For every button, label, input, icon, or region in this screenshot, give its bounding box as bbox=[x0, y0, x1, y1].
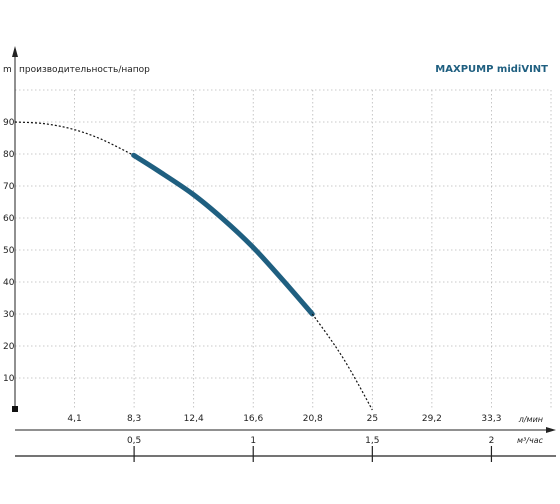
y-tick-label: 30 bbox=[3, 310, 15, 320]
y-axis-arrow-icon bbox=[12, 46, 18, 57]
y-tick-label: 10 bbox=[3, 374, 15, 384]
grid bbox=[15, 89, 552, 410]
brand-title: MAXPUMP midiVINT bbox=[435, 64, 548, 75]
y-unit-label: m bbox=[3, 65, 12, 75]
y-tick-labels: 10 20 30 40 50 60 70 80 90 bbox=[3, 118, 15, 384]
x-tick-label-m3h: 1,5 bbox=[365, 436, 379, 446]
x-tick-label-lmin: 12,4 bbox=[184, 414, 204, 424]
y-tick-label: 60 bbox=[3, 214, 15, 224]
y-tick-label: 20 bbox=[3, 342, 15, 352]
x-tick-label-lmin: 25 bbox=[367, 414, 378, 424]
x-tick-label-lmin: 4,1 bbox=[67, 414, 81, 424]
x-tick-labels: 4,1 8,3 12,4 16,6 20,8 25 29,2 33,3 0,5 1 1,5 2 bbox=[67, 414, 501, 462]
y-tick-label: 50 bbox=[3, 246, 15, 256]
x-tick-label-lmin: 16,6 bbox=[243, 414, 263, 424]
x-tick-label-lmin: 33,3 bbox=[481, 414, 501, 424]
y-tick-label: 80 bbox=[3, 150, 15, 160]
x-tick-label-m3h: 0,5 bbox=[127, 436, 141, 446]
origin-marker bbox=[12, 406, 18, 412]
y-tick-label: 90 bbox=[3, 118, 15, 128]
x-tick-label-lmin: 20,8 bbox=[303, 414, 323, 424]
curve-working-range bbox=[131, 152, 315, 317]
y-tick-label: 70 bbox=[3, 182, 15, 192]
x-tick-label-lmin: 29,2 bbox=[422, 414, 442, 424]
x-tick-label-m3h: 2 bbox=[489, 436, 495, 446]
x-unit-lmin-label: л/мин bbox=[518, 415, 543, 424]
pump-curve bbox=[14, 121, 373, 411]
x-tick-label-m3h: 1 bbox=[250, 436, 256, 446]
x-unit-m3h-label: м³/час bbox=[517, 436, 544, 445]
curve-extension-dashed bbox=[311, 313, 373, 411]
x-axis-lmin-arrow-icon bbox=[546, 427, 556, 433]
x-tick-label-lmin: 8,3 bbox=[127, 414, 141, 424]
curve-extension-dashed bbox=[14, 121, 134, 156]
y-axis-title: производительность/напор bbox=[19, 65, 150, 75]
y-tick-label: 40 bbox=[3, 278, 15, 288]
